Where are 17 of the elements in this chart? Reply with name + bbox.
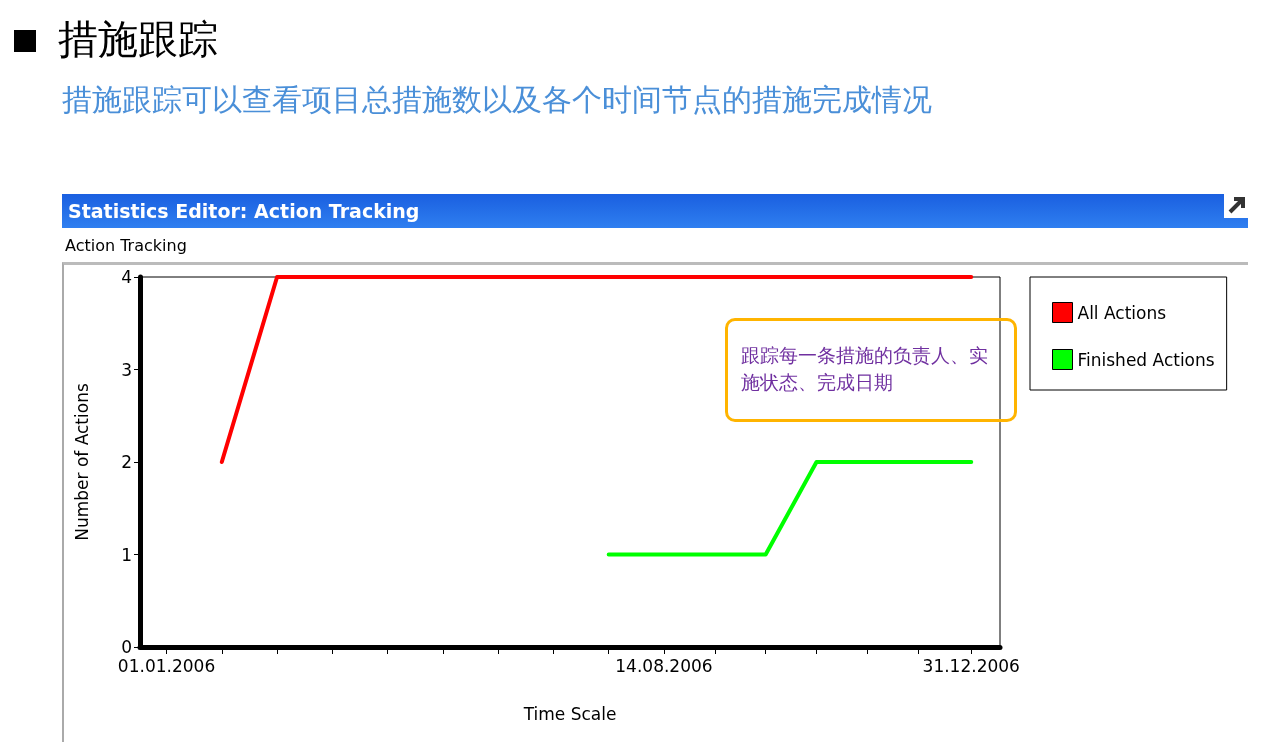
x-tick-label: 14.08.2006	[615, 655, 713, 676]
text: Action Tracking	[65, 236, 187, 255]
annotation: 跟踪每一条措施的负责人、实施状态、完成日期	[740, 343, 989, 395]
x-tick-label: 31.12.2006	[922, 655, 1020, 676]
legend-label: All Actions	[1077, 302, 1167, 323]
y-tick-label: 0	[121, 637, 132, 657]
text: Statistics Editor: Action Tracking	[62, 194, 1248, 228]
x-axis-title: Time Scale	[522, 703, 617, 724]
y-tick-label: 4	[121, 267, 132, 287]
chart-subtitle: 措施跟踪可以查看项目总措施数以及各个时间节点的措施完成情况	[62, 81, 932, 119]
legend-label: Finished Actions	[1077, 349, 1215, 370]
chart-title: 措施跟踪	[58, 15, 218, 64]
y-axis-title: Number of Actions	[71, 383, 92, 541]
x-tick-label: 01.01.2006	[117, 655, 216, 676]
y-tick-label: 3	[121, 359, 132, 380]
y-tick-label: 2	[121, 452, 132, 472]
y-tick-label: 1	[121, 544, 132, 565]
